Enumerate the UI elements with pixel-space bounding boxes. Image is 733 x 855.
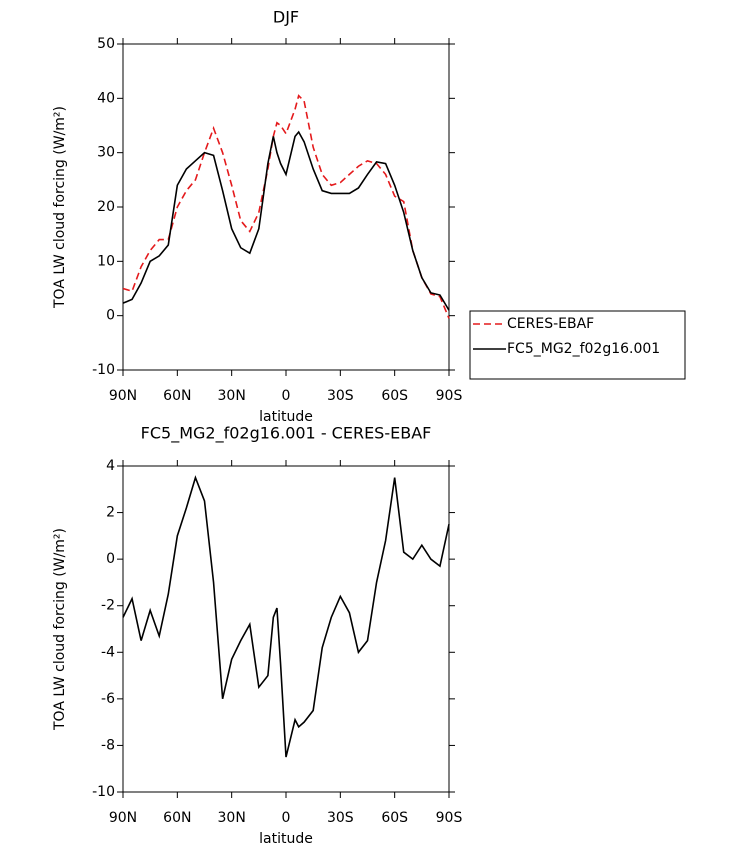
x-tick-label: 60N bbox=[163, 810, 191, 826]
x-tick-label: 0 bbox=[282, 388, 291, 404]
x-tick-label: 30S bbox=[327, 810, 354, 826]
series-line bbox=[122, 130, 450, 311]
y-tick-label: -6 bbox=[101, 691, 115, 707]
series-line bbox=[122, 94, 450, 319]
y-tick-label: 2 bbox=[106, 505, 115, 521]
y-tick-label: 40 bbox=[97, 90, 115, 106]
series-line bbox=[122, 475, 450, 758]
y-axis-label: TOA LW cloud forcing (W/m²) bbox=[52, 528, 68, 731]
legend-label: FC5_MG2_f02g16.001 bbox=[507, 341, 660, 357]
y-tick-label: -8 bbox=[101, 737, 115, 753]
x-tick-label: 60N bbox=[163, 388, 191, 404]
y-tick-label: 4 bbox=[106, 458, 115, 474]
y-tick-label: 0 bbox=[106, 308, 115, 324]
y-tick-label: -10 bbox=[92, 362, 115, 378]
y-tick-label: 0 bbox=[106, 551, 115, 567]
x-tick-label: 90N bbox=[109, 810, 137, 826]
x-tick-label: 90S bbox=[436, 388, 463, 404]
x-axis-label: latitude bbox=[259, 409, 313, 425]
chart-title: FC5_MG2_f02g16.001 - CERES-EBAF bbox=[141, 424, 432, 444]
x-tick-label: 60S bbox=[381, 388, 408, 404]
y-tick-label: -2 bbox=[101, 598, 115, 614]
y-tick-label: -4 bbox=[101, 644, 115, 660]
x-tick-label: 90N bbox=[109, 388, 137, 404]
x-tick-label: 30S bbox=[327, 388, 354, 404]
plot-frame bbox=[122, 465, 450, 793]
y-tick-label: 10 bbox=[97, 253, 115, 269]
x-tick-label: 90S bbox=[436, 810, 463, 826]
x-tick-label: 0 bbox=[282, 810, 291, 826]
legend-label: CERES-EBAF bbox=[507, 316, 594, 332]
plot-frame bbox=[122, 43, 450, 371]
x-axis-label: latitude bbox=[259, 831, 313, 847]
x-tick-label: 60S bbox=[381, 810, 408, 826]
y-tick-label: 50 bbox=[97, 36, 115, 52]
x-tick-label: 30N bbox=[218, 388, 246, 404]
y-tick-label: 20 bbox=[97, 199, 115, 215]
y-axis-label: TOA LW cloud forcing (W/m²) bbox=[52, 106, 68, 309]
y-tick-label: -10 bbox=[92, 784, 115, 800]
x-tick-label: 30N bbox=[218, 810, 246, 826]
legend-box bbox=[469, 310, 686, 380]
y-tick-label: 30 bbox=[97, 145, 115, 161]
chart-title: DJF bbox=[273, 8, 299, 27]
